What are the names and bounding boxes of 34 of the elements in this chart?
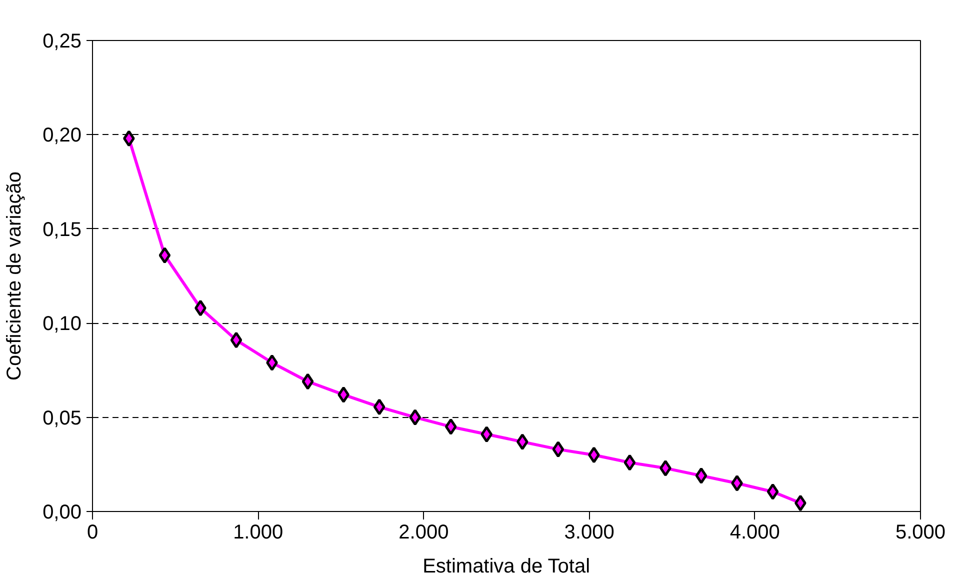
- point: [794, 494, 806, 512]
- point: [230, 332, 242, 348]
- point: [409, 409, 422, 426]
- point: [194, 300, 206, 316]
- x-tick-label: 3.000: [564, 522, 614, 544]
- x-axis-title: Estimativa de Total: [422, 556, 590, 578]
- y-tick-label: 0,25: [42, 30, 82, 52]
- point: [766, 483, 779, 500]
- point: [552, 441, 564, 458]
- point: [444, 418, 457, 435]
- point: [624, 454, 636, 471]
- point: [660, 460, 672, 476]
- y-tick-label: 0,20: [42, 124, 82, 147]
- point: [373, 398, 386, 416]
- x-tick-label: 4.000: [730, 522, 780, 544]
- y-tick-label: 0,10: [42, 313, 82, 336]
- x-tick-label: 5.000: [895, 522, 946, 544]
- point: [516, 434, 528, 450]
- point: [695, 467, 708, 484]
- y-axis-title: Coeficiente de variação: [4, 171, 26, 381]
- point: [302, 373, 314, 390]
- point: [158, 247, 171, 264]
- x-tick-label: 2.000: [398, 522, 449, 544]
- y-tick-label: 0,15: [42, 218, 82, 241]
- point: [731, 474, 743, 492]
- x-tick-label: 1.000: [233, 522, 284, 544]
- point: [588, 446, 600, 464]
- point: [266, 354, 278, 371]
- point: [480, 426, 493, 443]
- x-tick-label: 0: [86, 522, 98, 544]
- y-tick-label: 0,05: [42, 407, 82, 430]
- y-tick-label: 0,00: [42, 502, 82, 524]
- point: [338, 386, 350, 403]
- point: [123, 130, 135, 147]
